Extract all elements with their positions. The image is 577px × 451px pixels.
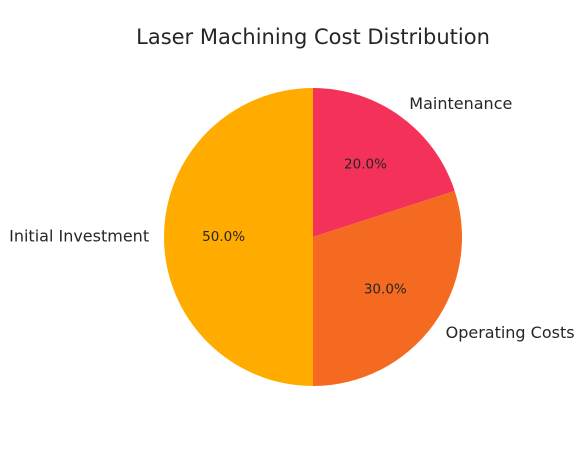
slice-pct-initial-investment: 50.0%: [202, 229, 245, 245]
pie-slices: [164, 87, 463, 386]
chart-title: Laser Machining Cost Distribution: [136, 25, 490, 49]
slice-label-initial-investment: Initial Investment: [9, 227, 149, 246]
slice-pct-operating-costs: 30.0%: [364, 282, 407, 298]
slice-label-maintenance: Maintenance: [409, 94, 512, 113]
pie-labels: Maintenance 20.0% Operating Costs 30.0% Init…: [9, 94, 574, 342]
slice-label-operating-costs: Operating Costs: [446, 323, 575, 342]
slice-pct-maintenance: 20.0%: [344, 157, 387, 173]
pie-slice-maintenance: [313, 87, 455, 237]
pie-slice-operating-costs: [313, 190, 463, 386]
pie-slice-initial-investment: [164, 88, 313, 386]
